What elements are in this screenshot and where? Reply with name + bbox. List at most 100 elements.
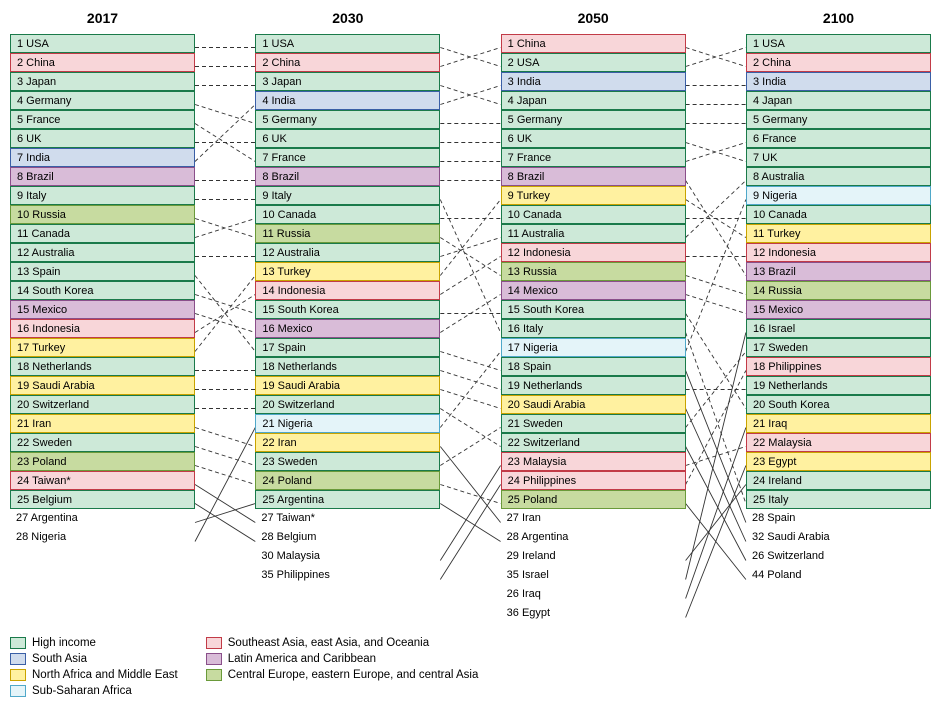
legend: High income South Asia North Africa and Mi…	[10, 637, 931, 697]
rank-cell: 11 Australia	[501, 224, 686, 243]
rank-cell: 17 Sweden	[746, 338, 931, 357]
rank-cell: 3 India	[746, 72, 931, 91]
legend-label: Latin America and Caribbean	[228, 653, 376, 665]
rank-cell: 20 South Korea	[746, 395, 931, 414]
rank-cell: 6 UK	[501, 129, 686, 148]
rank-cell: 18 Netherlands	[10, 357, 195, 376]
rank-cell: 24 Ireland	[746, 471, 931, 490]
rank-cell: 19 Saudi Arabia	[10, 376, 195, 395]
rank-cell: 16 Italy	[501, 319, 686, 338]
rank-cell: 28 Spain	[746, 509, 931, 528]
rank-cell: 32 Saudi Arabia	[746, 528, 931, 547]
rank-cell: 19 Netherlands	[746, 376, 931, 395]
rank-cell: 7 India	[10, 148, 195, 167]
legend-item: Sub-Saharan Africa	[10, 685, 178, 697]
rank-cell: 1 USA	[255, 34, 440, 53]
legend-swatch	[206, 653, 222, 665]
rank-cell: 44 Poland	[746, 566, 931, 585]
rank-cell: 20 Saudi Arabia	[501, 395, 686, 414]
rank-cell: 22 Malaysia	[746, 433, 931, 452]
rank-cell: 5 Germany	[255, 110, 440, 129]
rank-cell: 1 China	[501, 34, 686, 53]
rank-cell: 10 Canada	[255, 205, 440, 224]
rank-cell: 3 India	[501, 72, 686, 91]
rank-cell: 17 Spain	[255, 338, 440, 357]
legend-swatch	[206, 669, 222, 681]
rank-cell: 1 USA	[746, 34, 931, 53]
rank-cell: 11 Russia	[255, 224, 440, 243]
rank-cell: 28 Nigeria	[10, 528, 195, 547]
rank-cell: 27 Iran	[501, 509, 686, 528]
rank-cell: 15 South Korea	[501, 300, 686, 319]
rank-cell: 18 Netherlands	[255, 357, 440, 376]
rank-cell: 9 Nigeria	[746, 186, 931, 205]
rank-cell: 36 Egypt	[501, 604, 686, 623]
rank-cell: 28 Argentina	[501, 528, 686, 547]
rank-cell: 2 China	[746, 53, 931, 72]
rank-cell: 3 Japan	[255, 72, 440, 91]
rank-cell: 13 Brazil	[746, 262, 931, 281]
rank-cell: 1 USA	[10, 34, 195, 53]
rank-cell: 8 Brazil	[255, 167, 440, 186]
rank-cell: 15 Mexico	[746, 300, 931, 319]
rank-cell: 24 Philippines	[501, 471, 686, 490]
rank-cell: 22 Iran	[255, 433, 440, 452]
rank-cell: 13 Russia	[501, 262, 686, 281]
rank-cell: 3 Japan	[10, 72, 195, 91]
rank-cell: 12 Australia	[255, 243, 440, 262]
rank-cell: 22 Sweden	[10, 433, 195, 452]
rank-cell: 8 Brazil	[10, 167, 195, 186]
legend-swatch	[10, 685, 26, 697]
rank-cell: 28 Belgium	[255, 528, 440, 547]
rank-cell: 4 India	[255, 91, 440, 110]
rank-cell: 5 Germany	[501, 110, 686, 129]
rank-cell: 24 Poland	[255, 471, 440, 490]
rank-cell: 6 France	[746, 129, 931, 148]
ranking-column: 20171 USA2 China3 Japan4 Germany5 France…	[10, 10, 195, 623]
rank-cell: 12 Indonesia	[501, 243, 686, 262]
rank-cell: 12 Australia	[10, 243, 195, 262]
rank-cell: 9 Turkey	[501, 186, 686, 205]
rank-cell: 25 Belgium	[10, 490, 195, 509]
legend-swatch	[10, 637, 26, 649]
rank-cell: 13 Spain	[10, 262, 195, 281]
rank-cell: 21 Iran	[10, 414, 195, 433]
rank-cell: 8 Brazil	[501, 167, 686, 186]
rank-cell: 13 Turkey	[255, 262, 440, 281]
rank-cell: 9 Italy	[255, 186, 440, 205]
rank-cell: 23 Poland	[10, 452, 195, 471]
rank-cell: 17 Turkey	[10, 338, 195, 357]
rank-cell: 23 Sweden	[255, 452, 440, 471]
rank-cell: 21 Iraq	[746, 414, 931, 433]
legend-item: North Africa and Middle East	[10, 669, 178, 681]
rank-cell: 23 Malaysia	[501, 452, 686, 471]
legend-item: Latin America and Caribbean	[206, 653, 479, 665]
rank-cell: 16 Indonesia	[10, 319, 195, 338]
rank-cell: 11 Turkey	[746, 224, 931, 243]
rank-cell: 25 Argentina	[255, 490, 440, 509]
legend-label: Central Europe, eastern Europe, and cent…	[228, 669, 479, 681]
rank-cell: 21 Nigeria	[255, 414, 440, 433]
ranking-column: 20301 USA2 China3 Japan4 India5 Germany6…	[255, 10, 440, 623]
rank-cell: 18 Spain	[501, 357, 686, 376]
legend-swatch	[10, 653, 26, 665]
rank-cell: 27 Taiwan*	[255, 509, 440, 528]
rank-cell: 14 South Korea	[10, 281, 195, 300]
rank-cell: 15 South Korea	[255, 300, 440, 319]
rank-cell: 35 Israel	[501, 566, 686, 585]
year-header: 2050	[501, 10, 686, 26]
rank-cell: 14 Mexico	[501, 281, 686, 300]
rank-cell: 5 Germany	[746, 110, 931, 129]
year-header: 2017	[10, 10, 195, 26]
legend-item: South Asia	[10, 653, 178, 665]
legend-item: High income	[10, 637, 178, 649]
rank-cell: 2 China	[10, 53, 195, 72]
rank-cell: 19 Netherlands	[501, 376, 686, 395]
rank-cell: 2 China	[255, 53, 440, 72]
rank-cell: 26 Iraq	[501, 585, 686, 604]
rank-cell: 29 Ireland	[501, 547, 686, 566]
rank-cell: 16 Mexico	[255, 319, 440, 338]
ranking-column: 20501 China2 USA3 India4 Japan5 Germany6…	[501, 10, 686, 623]
rank-cell: 14 Indonesia	[255, 281, 440, 300]
rank-cell: 9 Italy	[10, 186, 195, 205]
